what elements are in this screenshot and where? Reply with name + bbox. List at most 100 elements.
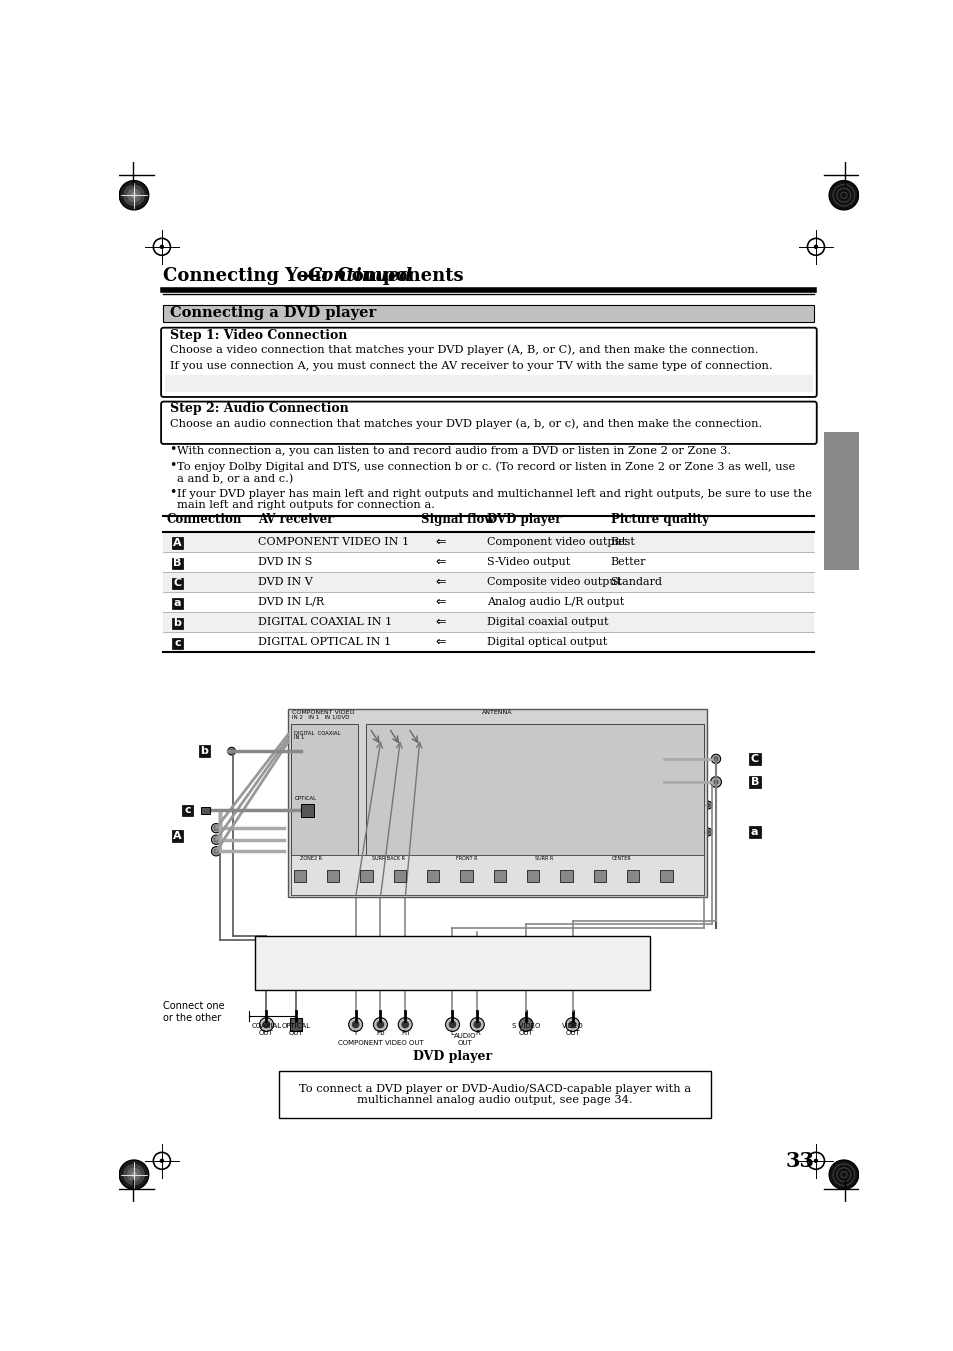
Circle shape [563,842,567,846]
Bar [291,724,357,896]
Circle shape [637,794,641,800]
Circle shape [569,1021,576,1028]
Text: S VIDEO
OUT: S VIDEO OUT [512,1023,539,1036]
Circle shape [460,746,472,757]
Circle shape [587,794,592,800]
FancyBboxPatch shape [161,328,816,397]
Circle shape [535,746,546,757]
Circle shape [609,746,620,757]
Circle shape [123,185,145,205]
Circle shape [513,771,517,777]
Text: S-Video output: S-Video output [486,557,569,567]
Text: c: c [173,639,180,648]
Text: AV receiver: AV receiver [257,512,334,526]
Circle shape [659,769,670,780]
Circle shape [513,794,517,800]
Text: ⇐: ⇐ [436,576,446,588]
Circle shape [584,746,596,757]
Text: With connection a, you can listen to and record audio from a DVD or listen in Zo: With connection a, you can listen to and… [177,446,731,457]
Text: DVD IN L/R: DVD IN L/R [257,597,324,607]
Text: OPTICAL: OPTICAL [294,796,316,801]
Circle shape [263,1021,270,1028]
Text: A: A [172,831,181,840]
Circle shape [352,1021,358,1028]
Circle shape [416,735,422,742]
Text: To connect a DVD player or DVD-Audio/SACD-capable player with a
multichannel ana: To connect a DVD player or DVD-Audio/SAC… [298,1084,691,1105]
Circle shape [486,862,496,871]
Circle shape [585,839,595,848]
Circle shape [214,850,218,854]
Bar [559,870,572,882]
Text: DVD player: DVD player [486,512,560,526]
Text: Better: Better [610,557,645,567]
Text: c: c [184,805,191,816]
Circle shape [489,842,493,846]
Circle shape [635,862,644,871]
Circle shape [588,865,592,869]
Bar [823,431,858,570]
Bar [360,870,373,882]
Bar [163,632,814,651]
Circle shape [303,762,312,771]
Circle shape [565,1017,579,1031]
Text: COMPONENT VIDEO IN 1: COMPONENT VIDEO IN 1 [257,536,409,547]
Text: Choose an audio connection that matches your DVD player (a, b, or c), and then m: Choose an audio connection that matches … [170,419,761,430]
Circle shape [538,842,542,846]
Circle shape [659,746,670,757]
Circle shape [659,839,669,848]
Text: COMPONENT VIDEO: COMPONENT VIDEO [292,711,355,715]
Circle shape [230,750,233,753]
Text: IN 1: IN 1 [294,735,304,739]
Circle shape [463,771,469,777]
Circle shape [635,839,644,848]
Circle shape [348,1017,362,1031]
Circle shape [461,839,471,848]
Circle shape [485,769,497,780]
Circle shape [638,842,641,846]
Circle shape [518,1017,533,1031]
Circle shape [511,839,520,848]
Circle shape [486,839,496,848]
Text: AUDIO
OUT: AUDIO OUT [454,1034,476,1046]
Circle shape [127,188,141,203]
Circle shape [651,798,663,811]
Text: Connecting a DVD player: Connecting a DVD player [170,307,375,320]
Circle shape [703,828,711,836]
Circle shape [485,792,497,802]
Text: Y: Y [354,1029,357,1036]
Circle shape [655,780,660,785]
Bar [198,746,210,757]
Text: IN 2   IN 1   IN 1/DVD: IN 2 IN 1 IN 1/DVD [292,715,349,720]
Text: Connection: Connection [167,512,242,526]
Text: VIDEO
OUT: VIDEO OUT [561,1023,583,1036]
Text: SURR R: SURR R [535,857,553,862]
Circle shape [659,862,669,871]
Circle shape [651,825,663,838]
Circle shape [413,731,427,744]
Circle shape [584,769,596,780]
Circle shape [449,1021,456,1028]
Text: IN 1: IN 1 [302,809,313,813]
Circle shape [485,746,497,757]
Circle shape [609,769,620,780]
Text: CENTER: CENTER [611,857,631,862]
Circle shape [661,794,666,800]
Bar [493,870,505,882]
Circle shape [584,792,596,802]
Circle shape [662,865,666,869]
Circle shape [131,1171,137,1178]
Circle shape [563,865,567,869]
Circle shape [394,731,407,744]
Circle shape [214,827,218,830]
Text: a: a [750,827,758,838]
Text: Pn: Pn [400,1029,409,1036]
Bar [593,870,605,882]
Circle shape [460,769,472,780]
Text: main left and right outputs for connection a.: main left and right outputs for connecti… [177,500,435,511]
Circle shape [536,862,545,871]
Circle shape [538,865,542,869]
Circle shape [464,842,468,846]
Bar [327,870,339,882]
Circle shape [828,1161,858,1189]
Circle shape [305,765,310,769]
